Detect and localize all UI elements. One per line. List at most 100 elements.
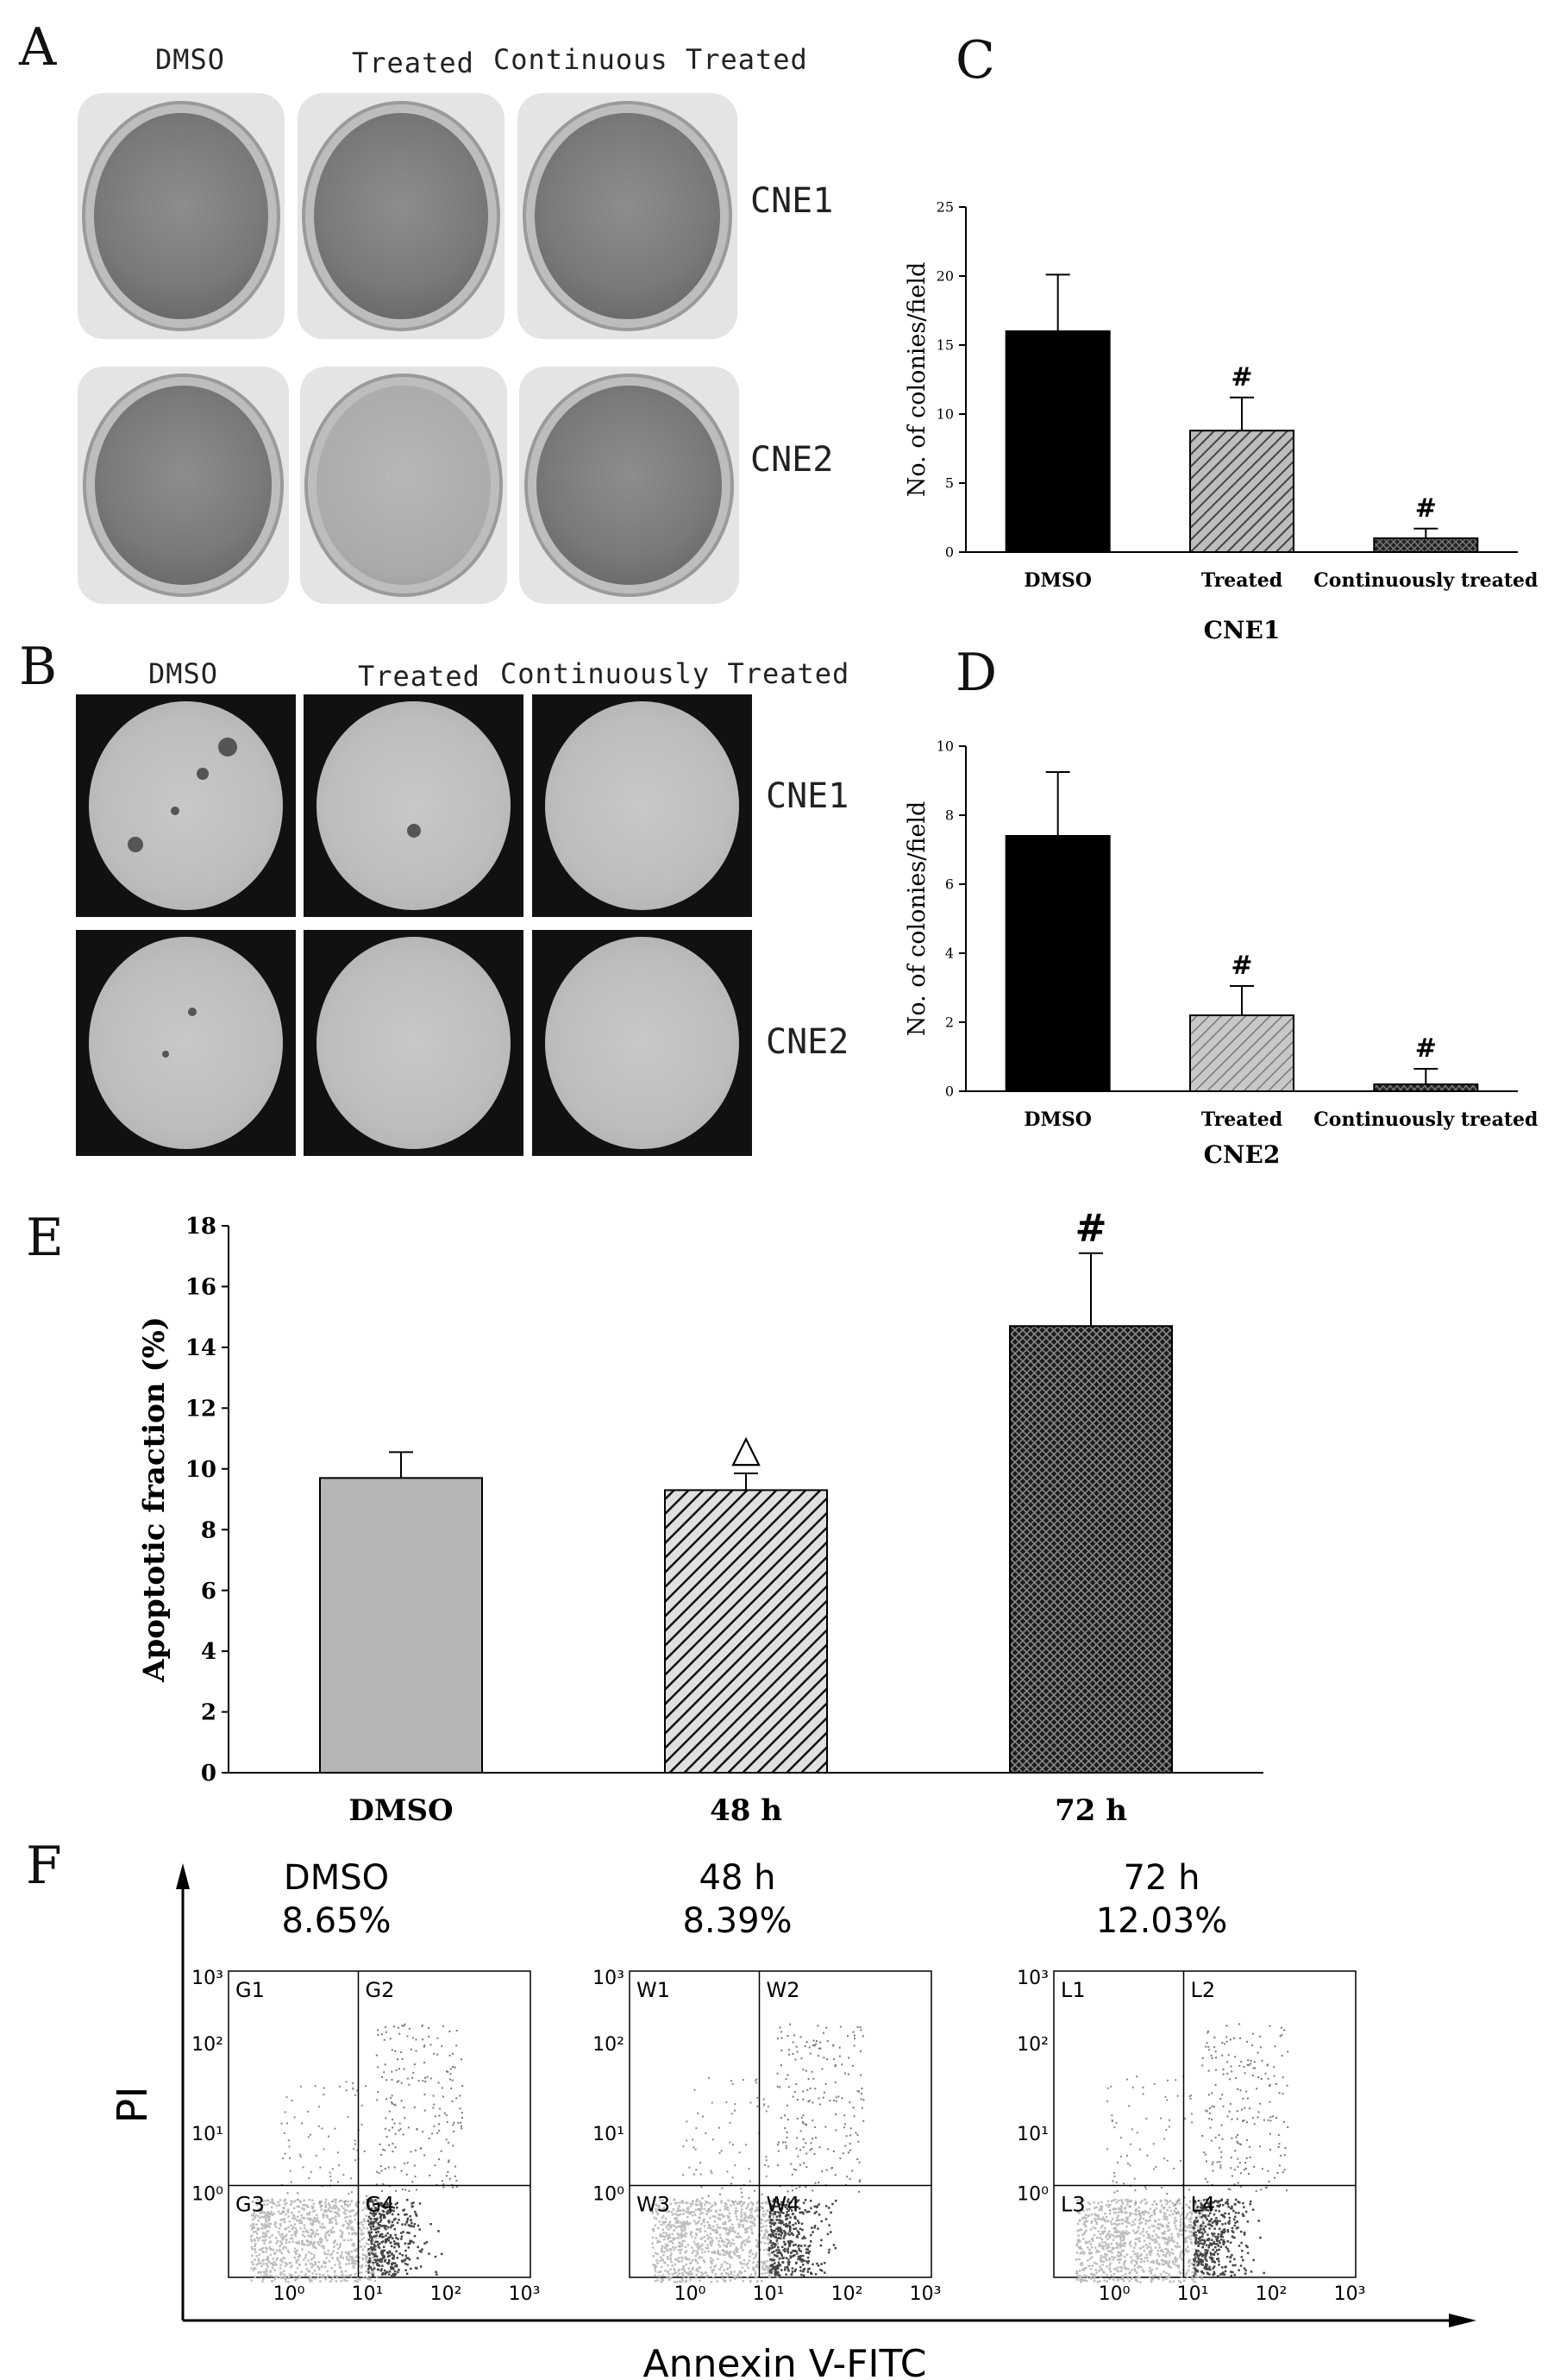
chart-d-y-axis-label: No. of colonies/field — [904, 801, 931, 1037]
chart-d-ytick-label-3: 6 — [945, 876, 954, 893]
flow-quadrant-label-0-0: G1 — [235, 1978, 265, 2002]
chart-e-marker-2: # — [1075, 1207, 1107, 1251]
chart-d-bar-0 — [1005, 835, 1111, 1092]
panel-letter-e: E — [26, 1208, 64, 1268]
chart-e-ytick-label-4: 8 — [201, 1517, 216, 1543]
chart-e-category-label-0: DMSO — [348, 1793, 453, 1828]
panel-letter-f: F — [26, 1836, 62, 1896]
chart-e-ytick-label-2: 4 — [201, 1639, 216, 1665]
panel-letter-b: B — [19, 637, 58, 697]
flow-xtick-2-2: 10² — [1256, 2283, 1288, 2305]
chart-c-category-label-1: Treated — [1201, 569, 1282, 592]
flow-quadrant-label-0-1: G2 — [366, 1978, 395, 2002]
flow-quadrant-label-0-3: G4 — [366, 2193, 395, 2217]
flow-quadrant-label-1-1: W2 — [767, 1978, 800, 2002]
chart-d-category-label-1: Treated — [1201, 1108, 1282, 1131]
flow-quadrant-label-2-1: L2 — [1191, 1978, 1216, 2002]
chart-c-ytick-label-2: 10 — [937, 406, 954, 423]
flow-ytick-0-1: 10¹ — [191, 2124, 223, 2145]
flow-xtick-0-2: 10² — [430, 2283, 462, 2305]
chart-c-category-label-0: DMSO — [1024, 569, 1091, 592]
flow-quadrant-label-0-2: G3 — [235, 2193, 265, 2217]
chart-e: 0 2 4 6 8 10 12 14 16 18 DMSO △ 48 h #72 h Apoptotic f… — [138, 1207, 1263, 1828]
micro-image-b-cne1-continuous — [532, 694, 752, 917]
chart-e-bar-0 — [319, 1477, 483, 1774]
chart-e-ytick-label-0: 0 — [201, 1761, 216, 1787]
flow-ytick-1-1: 10¹ — [592, 2124, 624, 2145]
chart-d-ytick-label-1: 2 — [945, 1014, 954, 1031]
flow-quadrant-label-1-0: W1 — [636, 1978, 670, 2002]
chart-d-x-axis-label: CNE2 — [1204, 1140, 1281, 1169]
micro-image-b-cne2-dmso — [76, 930, 296, 1156]
chart-c-ytick-label-4: 20 — [937, 268, 954, 285]
micro-image-b-cne1-dmso — [76, 694, 296, 917]
chart-d-ytick-label-2: 4 — [945, 945, 954, 962]
panel-a-col-continuous: Continuous Treated — [493, 43, 808, 76]
flow-ytick-2-3: 10³ — [1017, 1968, 1049, 1989]
flow-xtick-2-3: 10³ — [1334, 2283, 1366, 2305]
flow-x-axis-label: Annexin V-FITC — [642, 2342, 926, 2380]
panel-letter-a: A — [19, 17, 57, 78]
plate-image-a-cne2-treated — [300, 367, 507, 604]
chart-c-ytick-label-0: 0 — [945, 544, 954, 561]
flow-ytick-2-1: 10¹ — [1017, 2124, 1049, 2145]
plate-image-a-cne1-continuous — [517, 93, 737, 339]
flow-plot-title-1: 48 h — [699, 1858, 776, 1898]
chart-d-ytick-label-5: 10 — [937, 738, 954, 755]
chart-e-ytick-label-5: 10 — [185, 1457, 216, 1483]
flow-xtick-1-1: 10¹ — [753, 2283, 785, 2305]
panel-b-col-treated: Treated — [358, 660, 480, 693]
flow-xtick-2-0: 10⁰ — [1099, 2283, 1131, 2305]
flow-xtick-1-3: 10³ — [910, 2283, 942, 2305]
chart-e-marker-1: △ — [731, 1427, 761, 1471]
flow-plot-dots-0 — [250, 2023, 464, 2283]
plate-image-a-cne1-dmso — [78, 93, 285, 339]
chart-e-category-label-1: 48 h — [710, 1793, 782, 1828]
flow-y-axis-label: PI — [109, 2086, 157, 2123]
chart-d-marker-1: # — [1231, 951, 1252, 981]
panel-a-row-cne1: CNE1 — [750, 181, 834, 221]
flow-ytick-0-2: 10² — [191, 2034, 223, 2056]
flow-ytick-1-0: 10⁰ — [592, 2184, 624, 2206]
flow-plot-percent-2: 12.03% — [1096, 1901, 1228, 1941]
flow-ytick-2-2: 10² — [1017, 2034, 1049, 2056]
chart-e-category-label-2: 72 h — [1055, 1793, 1127, 1828]
chart-e-ytick-label-1: 2 — [201, 1700, 216, 1726]
flow-quadrant-label-2-3: L4 — [1191, 2193, 1216, 2217]
chart-d-bar-2 — [1373, 1083, 1479, 1092]
flow-ytick-1-2: 10² — [592, 2034, 624, 2056]
flow-quadrant-label-1-2: W3 — [636, 2193, 670, 2217]
chart-c-category-label-2: Continuously treated — [1313, 569, 1538, 592]
chart-c-bar-0 — [1005, 330, 1111, 553]
chart-d-marker-2: # — [1415, 1033, 1437, 1064]
chart-e-bar-2 — [1009, 1325, 1173, 1774]
chart-c-x-axis-label: CNE1 — [1204, 616, 1281, 644]
panel-a-col-treated: Treated — [352, 47, 474, 79]
chart-c: 0 5 10 15 20 25 DMSO # Treated # Continuously trea… — [904, 199, 1538, 644]
panel-b-col-continuously: Continuously Treated — [500, 657, 850, 690]
flow-xtick-0-3: 10³ — [509, 2283, 541, 2305]
flow-plot-percent-1: 8.39% — [682, 1901, 792, 1941]
flow-quadrant-label-2-2: L3 — [1061, 2193, 1086, 2217]
chart-c-bar-1 — [1189, 430, 1294, 554]
panel-letter-c: C — [956, 30, 995, 91]
chart-d-category-label-0: DMSO — [1024, 1108, 1091, 1131]
chart-e-y-axis-label: Apoptotic fraction (%) — [138, 1316, 172, 1683]
chart-e-ytick-label-6: 12 — [185, 1396, 216, 1422]
flow-xtick-1-2: 10² — [831, 2283, 863, 2305]
plate-image-a-cne1-treated — [298, 93, 505, 339]
chart-d-ytick-label-4: 8 — [945, 807, 954, 824]
chart-e-ytick-label-3: 6 — [201, 1579, 216, 1604]
chart-c-ytick-label-5: 25 — [937, 199, 954, 216]
chart-d-bar-1 — [1189, 1014, 1294, 1092]
flow-plot-percent-0: 8.65% — [281, 1901, 391, 1941]
chart-c-ytick-label-3: 15 — [937, 337, 954, 354]
chart-c-marker-1: # — [1231, 362, 1252, 392]
flow-xtick-1-0: 10⁰ — [674, 2283, 706, 2305]
flow-ytick-2-0: 10⁰ — [1017, 2184, 1049, 2206]
chart-e-ytick-label-9: 18 — [185, 1214, 216, 1240]
plate-image-a-cne2-continuous — [519, 367, 739, 604]
plate-image-a-cne2-dmso — [78, 367, 289, 604]
panel-b-row-cne1: CNE1 — [766, 776, 849, 816]
